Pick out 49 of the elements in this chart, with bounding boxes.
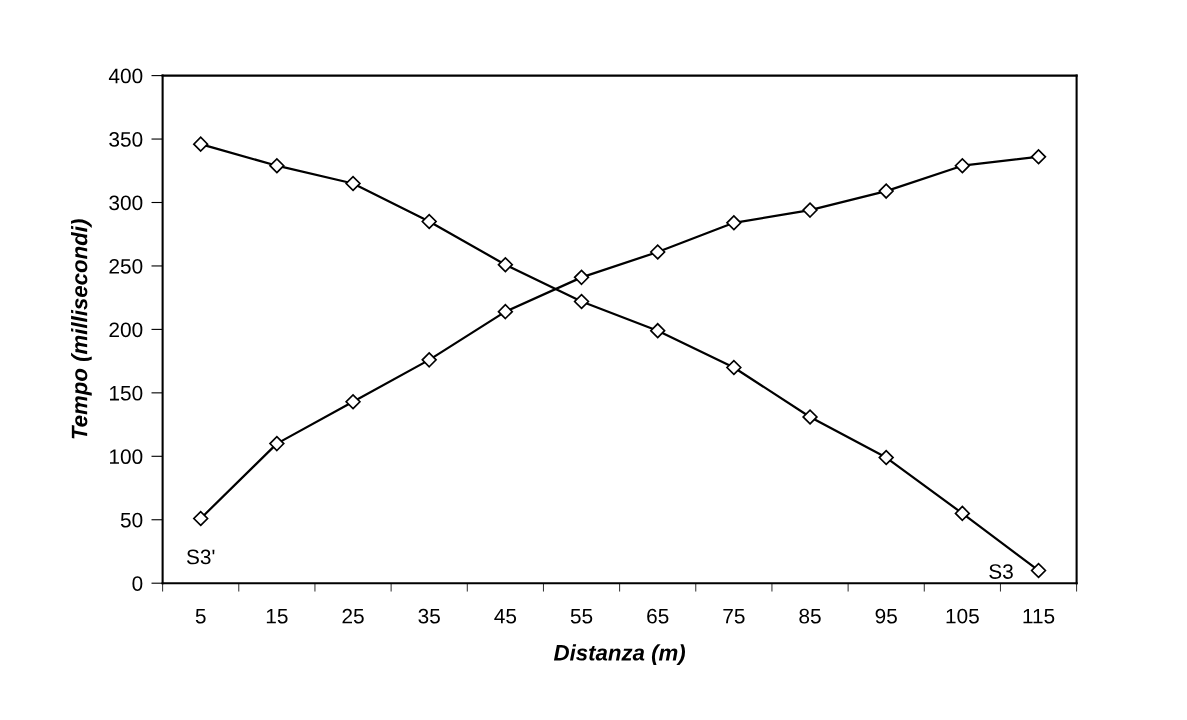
point [269,435,285,452]
y-tick-label: 0 [132,576,143,591]
x-tick-label: 45 [494,608,517,624]
x-tick-label: 75 [723,608,745,624]
point [573,293,590,310]
y-tick-label: 350 [109,132,143,147]
x-tick-label: 105 [946,608,979,624]
point [192,136,209,152]
series-label: S3' [186,549,215,565]
x-tick-label: 15 [266,608,288,624]
x-axis-title: Distanza (m) [553,644,686,665]
y-tick-label: 50 [120,512,143,528]
point [1030,562,1047,579]
point [497,303,514,320]
point [497,256,514,273]
point [802,202,818,218]
point [573,269,590,286]
y-tick-label: 300 [109,195,143,211]
point [649,244,666,260]
x-tick-label: 5 [195,608,206,624]
x-tick-label: 55 [570,608,593,624]
x-tick-label: 115 [1023,608,1055,624]
point [345,394,361,410]
point [954,505,971,522]
point [878,449,894,466]
y-tick-label: 150 [110,385,143,401]
point [649,322,666,339]
x-tick-label: 65 [647,608,669,624]
x-tick-label: 85 [799,608,821,624]
point [421,352,437,368]
point [1030,149,1047,165]
series-label: S3 [989,564,1013,579]
point [345,175,361,192]
point [802,409,818,425]
x-tick-label: 95 [875,608,897,624]
y-tick-label: 200 [109,322,143,338]
point [726,215,742,231]
point [726,359,742,376]
point [878,183,894,199]
y-axis-title: Tempo (millisecondi) [71,219,92,439]
point [421,213,437,230]
y-tick-label: 400 [108,68,143,84]
point [954,157,971,174]
x-tick-label: 25 [342,608,364,624]
point [269,157,285,174]
x-tick-label: 35 [418,608,440,624]
y-tick-label: 250 [109,258,143,274]
point [192,510,209,527]
y-tick-label: 100 [110,449,143,465]
